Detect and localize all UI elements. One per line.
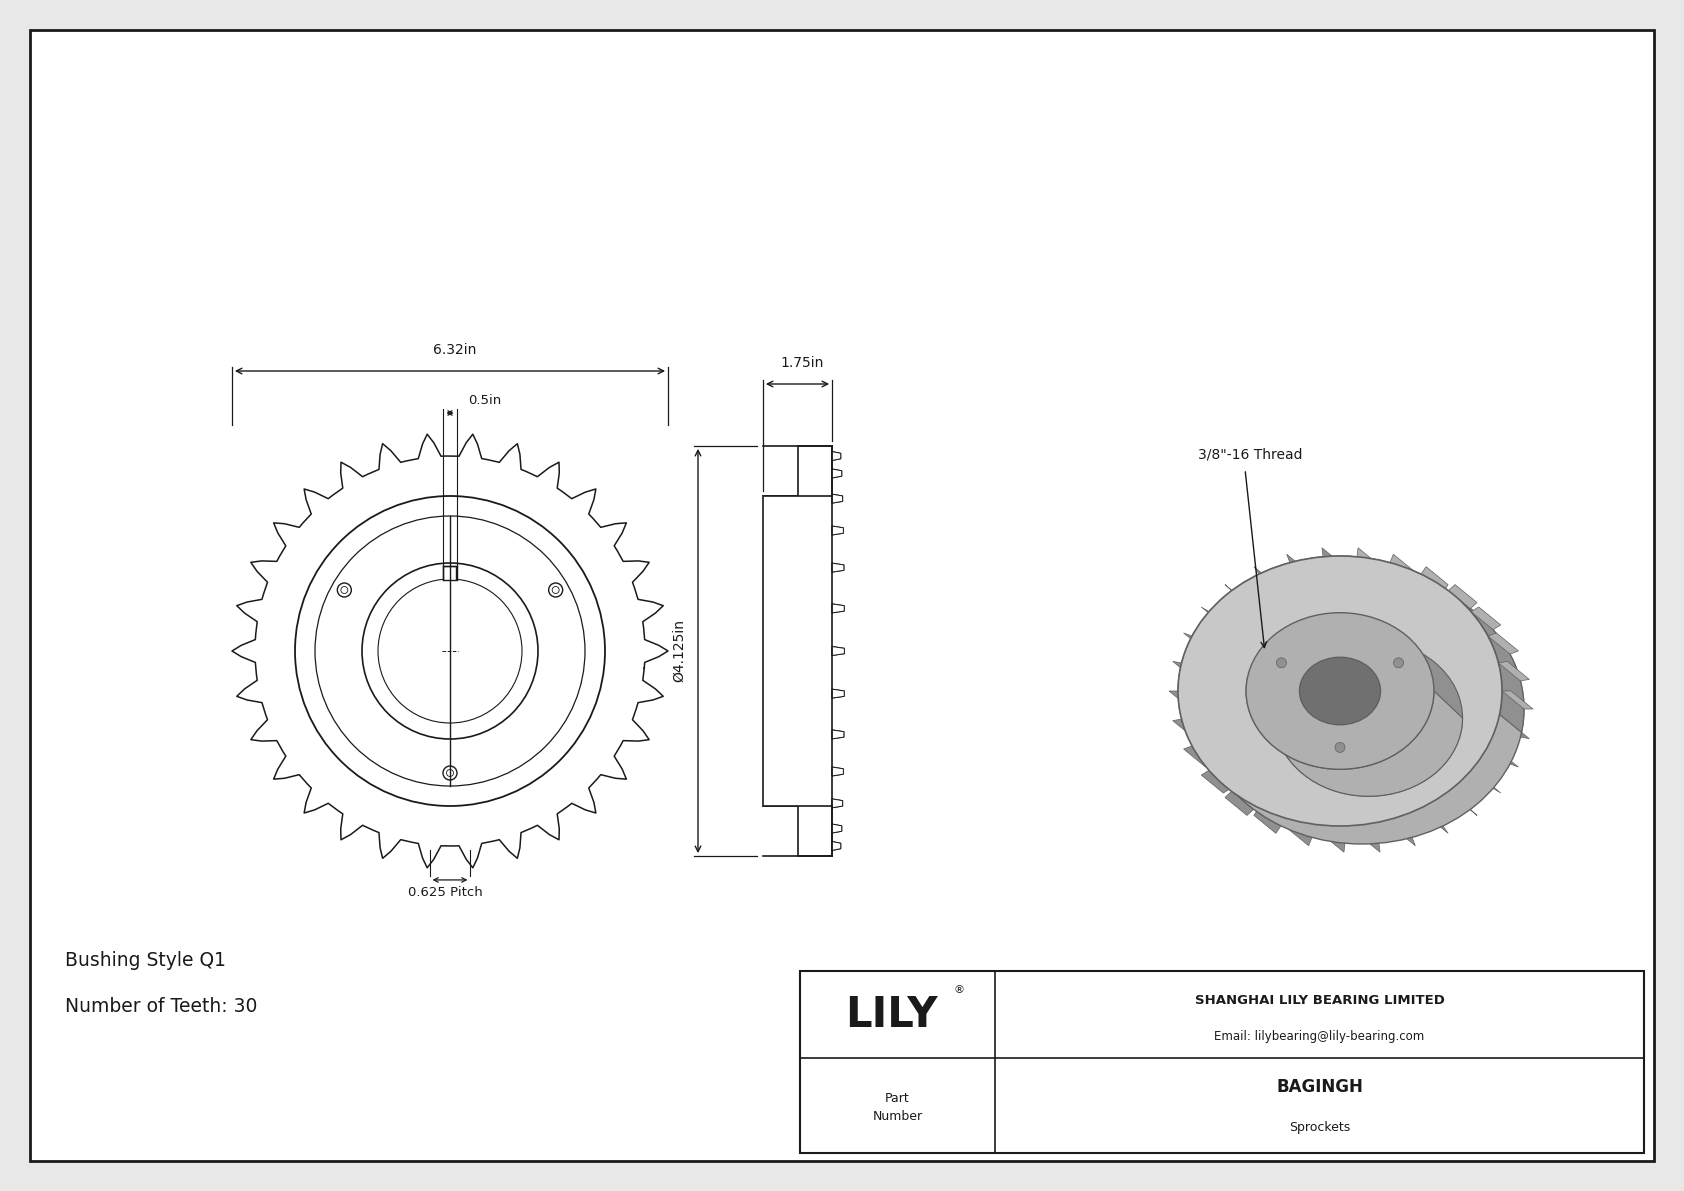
Polygon shape — [1172, 661, 1204, 681]
Polygon shape — [832, 647, 844, 655]
Polygon shape — [832, 824, 842, 833]
Polygon shape — [832, 767, 844, 777]
Polygon shape — [1421, 567, 1448, 592]
Polygon shape — [1499, 661, 1529, 681]
Bar — [761, 495, 834, 806]
Polygon shape — [1224, 585, 1253, 609]
Polygon shape — [832, 469, 842, 478]
Polygon shape — [1287, 554, 1312, 580]
Polygon shape — [832, 469, 842, 478]
Polygon shape — [1472, 607, 1500, 630]
Text: 0.625 Pitch: 0.625 Pitch — [408, 886, 483, 899]
Polygon shape — [1172, 719, 1204, 738]
Ellipse shape — [1201, 574, 1524, 844]
Text: Bushing Style Q1: Bushing Style Q1 — [66, 952, 226, 971]
Polygon shape — [1224, 791, 1253, 816]
Text: SHANGHAI LILY BEARING LIMITED: SHANGHAI LILY BEARING LIMITED — [1194, 993, 1445, 1006]
Text: Email: lilybearing@lily-bearing.com: Email: lilybearing@lily-bearing.com — [1214, 1030, 1425, 1043]
Polygon shape — [832, 526, 844, 535]
Polygon shape — [1201, 607, 1231, 630]
Ellipse shape — [1179, 556, 1502, 827]
Circle shape — [1276, 657, 1287, 668]
Polygon shape — [832, 494, 842, 503]
Polygon shape — [832, 494, 842, 503]
Polygon shape — [1179, 556, 1524, 755]
Polygon shape — [832, 563, 844, 572]
Text: 0.5in: 0.5in — [468, 394, 502, 407]
Ellipse shape — [1300, 657, 1381, 725]
Polygon shape — [1489, 632, 1519, 654]
Polygon shape — [1322, 825, 1346, 853]
Polygon shape — [1246, 678, 1463, 797]
Text: Ø4.125in: Ø4.125in — [672, 619, 685, 682]
Text: 1.75in: 1.75in — [781, 356, 823, 370]
Polygon shape — [832, 690, 844, 698]
Polygon shape — [832, 647, 844, 655]
Polygon shape — [832, 604, 844, 613]
Polygon shape — [832, 842, 840, 850]
Polygon shape — [832, 451, 840, 461]
Text: ®: ® — [955, 985, 965, 994]
Polygon shape — [1184, 632, 1214, 654]
Text: Sprockets: Sprockets — [1288, 1121, 1351, 1134]
Polygon shape — [1499, 719, 1529, 738]
Polygon shape — [832, 451, 840, 461]
Polygon shape — [1201, 771, 1231, 793]
Text: Part
Number: Part Number — [872, 1092, 923, 1122]
Circle shape — [1335, 742, 1346, 753]
Text: LILY: LILY — [845, 993, 938, 1036]
Bar — [763, 495, 832, 806]
Polygon shape — [1357, 825, 1381, 853]
Ellipse shape — [1275, 640, 1463, 797]
Polygon shape — [1421, 807, 1448, 834]
Polygon shape — [1472, 771, 1500, 793]
Text: 6.32in: 6.32in — [433, 343, 477, 357]
Bar — [443, 566, 456, 580]
Polygon shape — [1389, 819, 1415, 846]
Polygon shape — [832, 730, 844, 738]
Polygon shape — [1255, 567, 1282, 592]
Polygon shape — [832, 730, 844, 738]
Polygon shape — [1184, 746, 1214, 767]
Polygon shape — [832, 526, 844, 535]
Polygon shape — [1255, 807, 1282, 834]
Polygon shape — [832, 799, 842, 807]
Polygon shape — [1287, 819, 1312, 846]
Bar — [763, 495, 832, 806]
Text: BAGINGH: BAGINGH — [1276, 1079, 1362, 1097]
Polygon shape — [832, 824, 842, 833]
Polygon shape — [1489, 746, 1519, 767]
Ellipse shape — [1246, 612, 1435, 769]
Circle shape — [1394, 657, 1403, 668]
Polygon shape — [1169, 691, 1201, 709]
Polygon shape — [1322, 548, 1346, 575]
Polygon shape — [1502, 691, 1532, 709]
Polygon shape — [1389, 554, 1415, 580]
Polygon shape — [1357, 548, 1381, 575]
Polygon shape — [832, 563, 844, 572]
Polygon shape — [832, 767, 844, 777]
Polygon shape — [832, 842, 840, 850]
Polygon shape — [832, 799, 842, 807]
Polygon shape — [1448, 585, 1477, 609]
Polygon shape — [1448, 791, 1477, 816]
Polygon shape — [832, 604, 844, 613]
Polygon shape — [832, 690, 844, 698]
Text: 3/8"-16 Thread: 3/8"-16 Thread — [1197, 447, 1302, 461]
Bar — [798, 445, 832, 856]
Text: Number of Teeth: 30: Number of Teeth: 30 — [66, 997, 258, 1016]
Bar — [800, 971, 1644, 1153]
